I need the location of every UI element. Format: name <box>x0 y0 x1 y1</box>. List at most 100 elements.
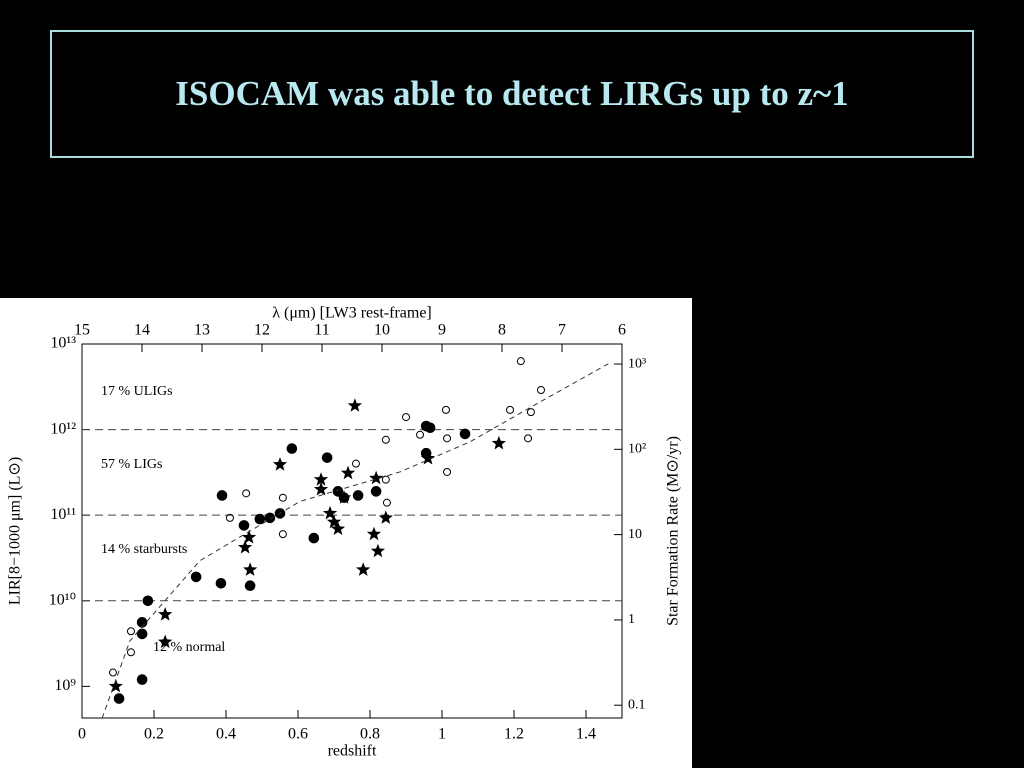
detection-limit-line <box>101 361 613 719</box>
star-point <box>108 678 123 693</box>
star-point <box>158 607 173 621</box>
filled-circle-point <box>190 571 202 583</box>
open-circle-point <box>225 513 234 522</box>
open-circle-point <box>381 475 390 484</box>
annotation: 12 % normal <box>153 640 225 655</box>
open-circle-point <box>526 408 535 417</box>
open-circle-point <box>516 357 525 366</box>
filled-circle-point <box>254 513 266 525</box>
y-tick-label: 10¹¹ <box>50 506 76 523</box>
open-circle-point <box>126 627 135 636</box>
open-circle-point <box>278 530 287 539</box>
x-tick-label: 0 <box>78 726 86 743</box>
y-tick-label: 10¹⁰ <box>49 591 76 608</box>
x2-tick-label: 6 <box>618 322 626 339</box>
x2-tick-label: 11 <box>314 322 329 339</box>
star-point <box>378 510 393 524</box>
star-point <box>366 526 382 541</box>
x2-tick-label: 9 <box>438 322 446 339</box>
y2-tick-label: 10 <box>628 527 642 542</box>
open-circle-point <box>443 467 452 476</box>
open-circle-point <box>506 405 515 414</box>
x2-tick-label: 12 <box>254 322 270 339</box>
x2-tick-label: 14 <box>134 322 150 339</box>
star-point <box>330 521 346 535</box>
filled-circle-point <box>459 428 471 440</box>
x-axis-label: redshift <box>328 743 377 760</box>
x-tick-label: 0.2 <box>144 726 164 743</box>
star-point <box>491 435 506 450</box>
open-circle-point <box>242 489 251 498</box>
star-point <box>243 562 258 576</box>
y2-tick-label: 1 <box>628 612 635 627</box>
star-point <box>340 465 356 480</box>
filled-circle-point <box>321 452 333 463</box>
chart: redshift λ (μm) [LW3 rest-frame] LIR[8−1… <box>0 298 692 768</box>
filled-circle-point <box>244 580 256 592</box>
open-circle-point <box>443 434 452 443</box>
star-point <box>420 451 436 465</box>
y2-tick-label: 0.1 <box>628 697 646 712</box>
y-tick-label: 10¹² <box>50 420 76 437</box>
filled-circle-point <box>308 532 320 544</box>
x-tick-label: 1.2 <box>504 726 524 743</box>
annotation: 17 % ULIGs <box>101 384 173 399</box>
star-point <box>369 470 384 485</box>
x2-tick-label: 7 <box>558 322 566 339</box>
open-circle-point <box>108 668 117 677</box>
y2-axis-label: Star Formation Rate (M⊙/yr) <box>665 436 682 626</box>
star-point <box>370 543 386 558</box>
x-tick-label: 0.8 <box>360 726 380 743</box>
x2-tick-label: 8 <box>498 322 506 339</box>
star-point <box>313 472 329 486</box>
x2-axis-label: λ (μm) [LW3 rest-frame] <box>272 305 432 322</box>
plot-frame <box>81 343 623 719</box>
filled-circle-point <box>136 617 148 628</box>
x-tick-label: 0.4 <box>216 726 236 743</box>
star-point <box>326 514 342 529</box>
open-circle-point <box>278 493 287 502</box>
x2-tick-label: 13 <box>194 322 210 339</box>
filled-circle-point <box>215 578 227 589</box>
filled-circle-point <box>352 490 364 501</box>
filled-circle-point <box>216 490 228 501</box>
star-point <box>347 398 362 412</box>
x-tick-label: 1 <box>438 726 446 743</box>
filled-circle-point <box>420 420 432 432</box>
y2-tick-label: 10³ <box>628 356 646 371</box>
star-point <box>237 539 253 554</box>
annotation: 57 % LIGs <box>101 457 162 472</box>
x-tick-label: 1.4 <box>576 726 596 743</box>
filled-circle-point <box>370 486 382 497</box>
open-circle-point <box>126 648 135 657</box>
filled-circle-point <box>113 693 125 704</box>
filled-circle-point <box>264 512 276 524</box>
slide-title: ISOCAM was able to detect LIRGs up to z~… <box>175 74 849 113</box>
annotation: 14 % starbursts <box>101 542 187 557</box>
open-circle-point <box>402 413 410 422</box>
open-circle-point <box>381 435 390 444</box>
x2-tick-label: 10 <box>374 322 390 339</box>
star-point <box>158 634 173 649</box>
open-circle-point <box>537 386 545 395</box>
star-point <box>272 457 288 471</box>
star-point <box>336 490 352 504</box>
y2-tick-label: 10² <box>628 442 646 457</box>
open-circle-point <box>441 405 450 414</box>
x2-tick-label: 15 <box>74 322 90 339</box>
open-circle-point <box>351 459 360 468</box>
open-circle-point <box>416 430 425 439</box>
open-circle-point <box>382 498 391 507</box>
x-tick-label: 0.6 <box>288 726 308 743</box>
y-tick-label: 10¹³ <box>50 335 76 352</box>
open-circle-point <box>524 434 533 443</box>
y-axis-label: LIR[8−1000 μm] (L⊙) <box>7 457 24 605</box>
star-point <box>313 481 329 496</box>
star-point <box>241 529 257 544</box>
star-point <box>322 505 338 520</box>
filled-circle-point <box>286 443 298 454</box>
filled-circle-point <box>136 628 148 640</box>
filled-circle-point <box>136 674 148 685</box>
filled-circle-point <box>142 595 154 607</box>
